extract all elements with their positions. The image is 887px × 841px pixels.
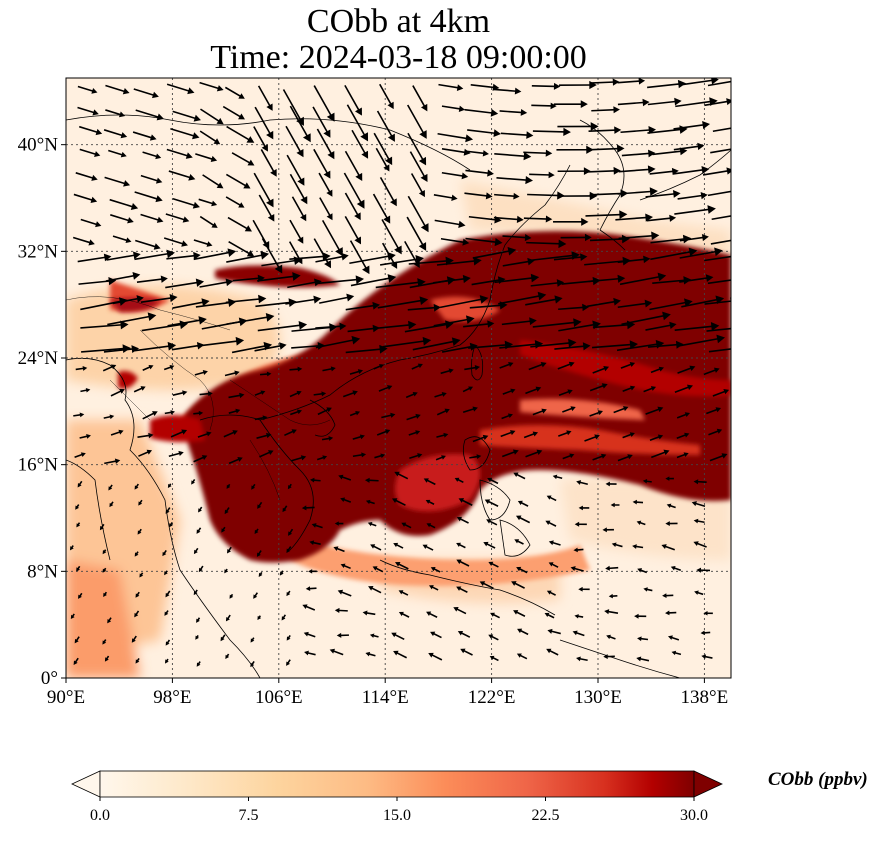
concentration-field xyxy=(66,75,757,678)
colorbar-tick-label: 15.0 xyxy=(383,807,411,824)
wind-vector-shaft xyxy=(289,369,299,370)
wind-vector-head xyxy=(748,142,757,151)
wind-vector-shaft xyxy=(590,82,615,83)
colorbar-tick-label: 22.5 xyxy=(532,807,560,824)
wind-vector-shaft xyxy=(524,218,548,219)
x-tick-label: 114°E xyxy=(362,687,409,708)
wind-vector-head xyxy=(734,345,741,353)
wind-vector-shaft xyxy=(338,610,348,611)
y-axis-ticks: 0° 8°N 16°N 24°N 32°N 40°N xyxy=(18,135,66,689)
wind-vector-shaft xyxy=(532,86,556,87)
wind-vector-head xyxy=(749,273,758,282)
x-tick-label: 106°E xyxy=(255,687,303,708)
x-tick-label: 138°E xyxy=(681,687,729,708)
wind-vector-shaft xyxy=(697,482,707,483)
wind-vector-shaft xyxy=(533,131,566,132)
colorbar-tick-label: 30.0 xyxy=(680,807,708,824)
wind-vector-shaft xyxy=(305,507,315,508)
wind-vector-shaft xyxy=(200,394,210,395)
x-tick-label: 130°E xyxy=(574,687,622,708)
colorbar-extend-min xyxy=(72,771,100,797)
colorbar-extend-max xyxy=(694,771,722,797)
colorbar-tick-label: 0.0 xyxy=(90,807,110,824)
y-tick-label: 16°N xyxy=(18,455,59,476)
wind-vector-shaft xyxy=(523,152,547,153)
wind-vector-head xyxy=(733,187,741,195)
x-tick-label: 90°E xyxy=(47,687,85,708)
colorbar: 0.0 7.5 15.0 22.5 30.0 xyxy=(72,771,722,824)
colorbar-ticks: 0.0 7.5 15.0 22.5 30.0 xyxy=(90,797,708,824)
y-tick-label: 8°N xyxy=(27,561,58,582)
wind-vector-shaft xyxy=(527,194,559,195)
y-tick-label: 40°N xyxy=(18,135,59,156)
wind-vector-shaft xyxy=(529,174,550,175)
x-axis-ticks: 90°E 98°E 106°E 114°E 122°E 130°E 138°E xyxy=(47,678,728,708)
colorbar-gradient xyxy=(100,771,694,797)
colorbar-label: CObb (ppbv) xyxy=(768,769,868,791)
wind-vector-shaft xyxy=(608,568,618,569)
wind-vector-shaft xyxy=(531,105,552,106)
wind-vector-shaft xyxy=(591,110,615,111)
x-tick-label: 98°E xyxy=(153,687,191,708)
y-tick-label: 0° xyxy=(41,668,58,689)
wind-vector-shaft xyxy=(368,480,378,481)
wind-vector-head xyxy=(735,324,743,332)
wind-vector-head xyxy=(744,75,753,84)
colorbar-tick-label: 7.5 xyxy=(239,807,259,824)
wind-vector-head xyxy=(744,250,753,259)
y-tick-label: 24°N xyxy=(18,348,59,369)
y-tick-label: 32°N xyxy=(18,241,59,262)
wind-vector-head xyxy=(737,123,744,130)
wind-vector-head xyxy=(734,212,741,219)
x-tick-label: 122°E xyxy=(468,687,516,708)
wind-vector-head xyxy=(735,236,742,243)
